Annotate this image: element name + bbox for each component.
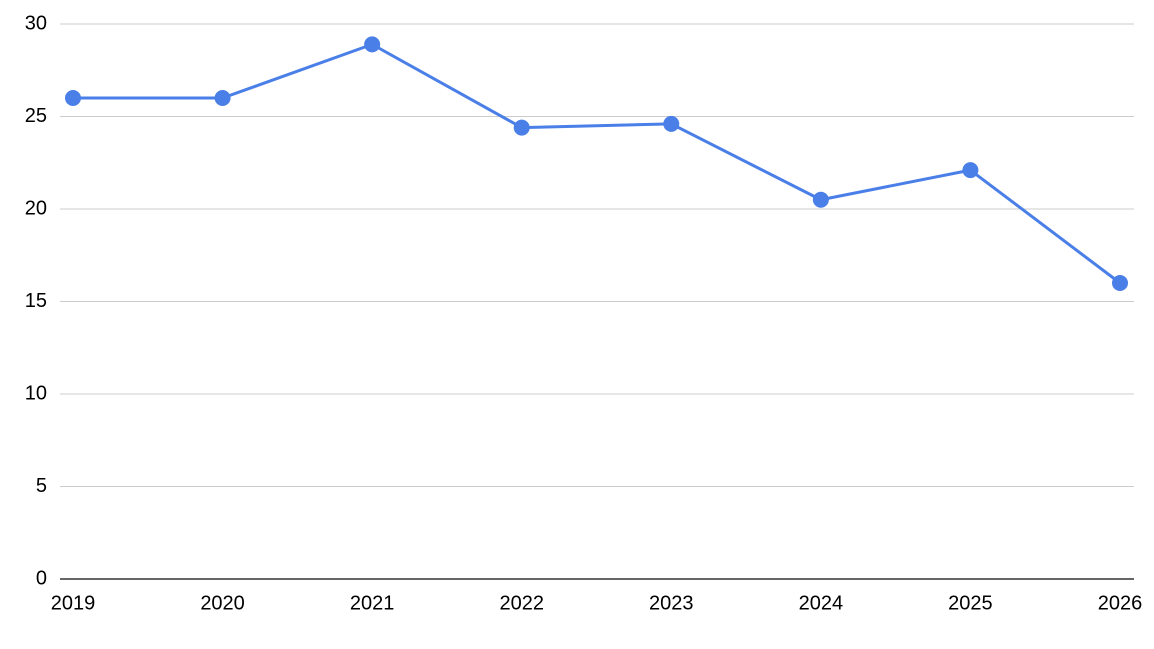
data-point	[364, 36, 381, 53]
y-tick-label: 15	[25, 290, 47, 312]
data-point	[962, 162, 979, 179]
x-tick-label: 2026	[1098, 592, 1143, 614]
x-tick-label: 2024	[799, 592, 844, 614]
data-point	[513, 119, 530, 136]
data-point	[1112, 275, 1128, 291]
x-tick-label: 2022	[499, 592, 544, 614]
x-tick-label: 2019	[51, 592, 96, 614]
y-tick-label: 20	[25, 197, 47, 219]
data-point	[65, 90, 81, 106]
data-point	[214, 90, 231, 106]
x-tick-label: 2020	[200, 592, 245, 614]
data-point	[812, 191, 829, 208]
y-tick-label: 10	[25, 382, 47, 404]
x-tick-label: 2023	[649, 592, 694, 614]
x-tick-label: 2025	[948, 592, 993, 614]
y-tick-label: 25	[25, 105, 47, 127]
y-tick-label: 5	[36, 475, 47, 497]
y-tick-label: 0	[36, 567, 47, 589]
data-point	[663, 115, 680, 132]
y-tick-label: 30	[25, 12, 47, 34]
x-tick-label: 2021	[350, 592, 395, 614]
data-line	[73, 42, 1121, 285]
